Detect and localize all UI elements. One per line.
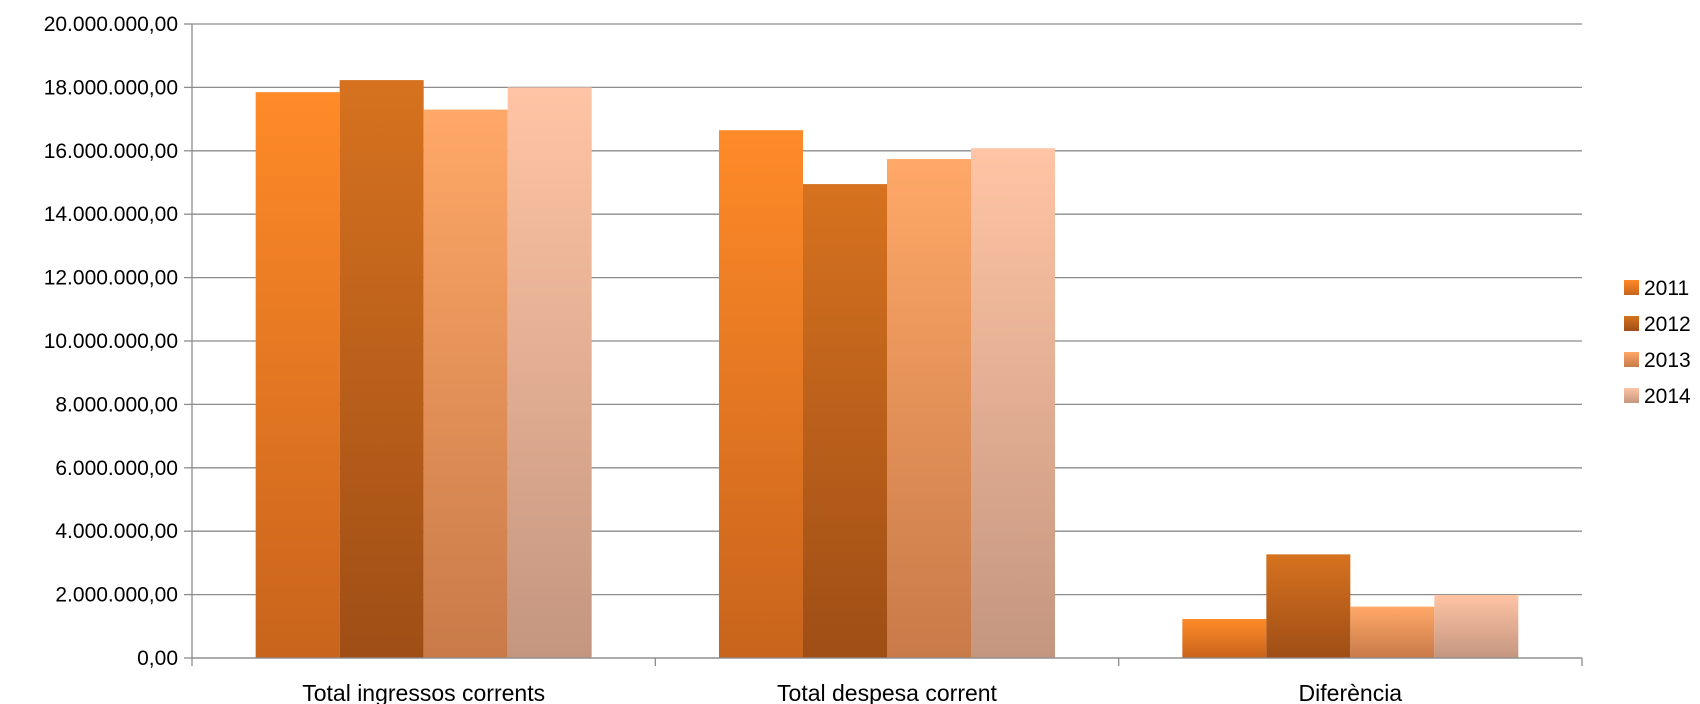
y-axis-tick-labels: 0,00 2.000.000,00 4.000.000,00 6.000.000,00… xyxy=(44,13,178,670)
y-tick-label: 0,00 xyxy=(137,647,178,670)
y-tick-label: 8.000.000,00 xyxy=(55,393,178,416)
legend-label-2014: 2014 xyxy=(1644,385,1691,408)
bar-2014-2 xyxy=(1434,594,1519,658)
y-tick-label: 10.000.000,00 xyxy=(44,330,178,353)
category-labels: Total ingressos corrents Total despesa co… xyxy=(302,680,1402,704)
y-tick-label: 4.000.000,00 xyxy=(55,520,178,543)
bar-2014-1 xyxy=(971,148,1055,659)
legend-label-2011: 2011 xyxy=(1644,277,1689,300)
bar-2011-0 xyxy=(255,92,340,658)
bar-2014-0 xyxy=(507,87,592,658)
bar-2012-2 xyxy=(1266,554,1351,658)
legend: 2011 2012 2013 2014 xyxy=(1624,277,1691,408)
bar-2013-1 xyxy=(887,159,971,659)
bar-2011-1 xyxy=(719,130,803,658)
bars xyxy=(255,80,1519,659)
y-tick-label: 16.000.000,00 xyxy=(44,140,178,163)
bar-2012-0 xyxy=(339,80,424,658)
legend-swatch-2011 xyxy=(1624,280,1639,295)
legend-label-2013: 2013 xyxy=(1644,349,1691,372)
bar-2012-1 xyxy=(803,184,887,658)
legend-swatch-2013 xyxy=(1624,352,1639,367)
category-label: Diferència xyxy=(1299,680,1403,704)
legend-label-2012: 2012 xyxy=(1644,313,1691,336)
y-tick-label: 6.000.000,00 xyxy=(55,457,178,480)
category-label: Total ingressos corrents xyxy=(302,680,545,704)
bar-2011-2 xyxy=(1182,619,1267,658)
y-tick-label: 14.000.000,00 xyxy=(44,203,178,226)
y-tick-label: 20.000.000,00 xyxy=(44,13,178,36)
y-tick-label: 12.000.000,00 xyxy=(44,267,178,290)
y-tick-label: 18.000.000,00 xyxy=(44,76,178,99)
y-tick-label: 2.000.000,00 xyxy=(55,584,178,607)
axes xyxy=(191,24,1583,666)
legend-swatch-2014 xyxy=(1624,388,1639,403)
bar-2013-0 xyxy=(423,109,508,659)
legend-swatch-2012 xyxy=(1624,316,1639,331)
bar-2013-2 xyxy=(1350,606,1435,658)
category-label: Total despesa corrent xyxy=(777,680,998,704)
